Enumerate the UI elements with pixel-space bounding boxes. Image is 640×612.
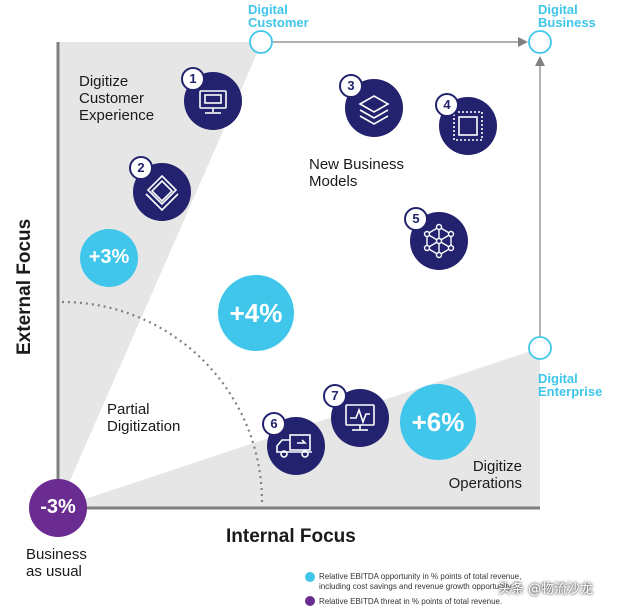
- bubble-plus4: [218, 275, 294, 351]
- digital-business-node: [528, 30, 552, 54]
- badge-1: 1: [181, 67, 205, 91]
- nested-squares-icon: [453, 111, 483, 141]
- right-arrow-head: [535, 56, 545, 66]
- monitor-chart-icon: [345, 404, 375, 431]
- delivery-truck-icon: [276, 434, 312, 458]
- digital-business-label: Digital Business: [538, 2, 596, 30]
- bubble-plus4-value: +4%: [229, 298, 283, 328]
- badge-3: 3: [339, 74, 363, 98]
- card-terminal-icon: [199, 90, 227, 114]
- layered-diamond-icon: [145, 174, 179, 212]
- partial-digitization-label: Partial Digitization: [107, 401, 181, 435]
- bubble-minus3-value: -3%: [40, 496, 76, 518]
- legend-threat-dot: [305, 596, 315, 606]
- new-business-models-label: New Business Models: [309, 156, 405, 190]
- bubble-minus3: [29, 479, 87, 537]
- partial-digitization-arc: [61, 300, 264, 503]
- bubble-plus3: [80, 229, 138, 287]
- legend-opportunity-dot: [305, 572, 315, 582]
- badge-5: 5: [404, 207, 428, 231]
- badge-6: 6: [262, 412, 286, 436]
- digitize-customer-experience-label: Digitize Customer Experience: [79, 73, 155, 124]
- y-axis-label: External Focus: [14, 218, 35, 355]
- bubble-plus3-value: +3%: [88, 246, 130, 268]
- network-nodes-icon: [423, 223, 455, 259]
- digital-customer-node: [249, 30, 273, 54]
- digital-enterprise-node: [528, 336, 552, 360]
- digital-customer-label: Digital Customer: [248, 2, 309, 30]
- digitize-operations-label: Digitize Operations: [448, 458, 522, 492]
- x-axis-label: Internal Focus: [226, 526, 356, 547]
- legend-threat-text: Relative EBITDA threat in % points of to…: [319, 597, 503, 606]
- badge-7: 7: [323, 384, 347, 408]
- icon-7: [331, 389, 389, 447]
- badge-4: 4: [435, 93, 459, 117]
- business-as-usual-label: Business as usual: [26, 546, 87, 580]
- watermark: 头条 @物流沙龙: [498, 582, 594, 597]
- top-arrow-head: [518, 37, 528, 47]
- stacked-layers-icon: [358, 95, 390, 125]
- customer-experience-wedge: [58, 42, 262, 508]
- legend-opportunity-text: Relative EBITDA opportunity in % points …: [319, 572, 522, 591]
- bubble-plus6-value: +6%: [411, 407, 465, 437]
- bubble-plus6: [400, 384, 476, 460]
- digital-enterprise-label: Digital Enterprise: [538, 371, 603, 399]
- badge-2: 2: [129, 156, 153, 180]
